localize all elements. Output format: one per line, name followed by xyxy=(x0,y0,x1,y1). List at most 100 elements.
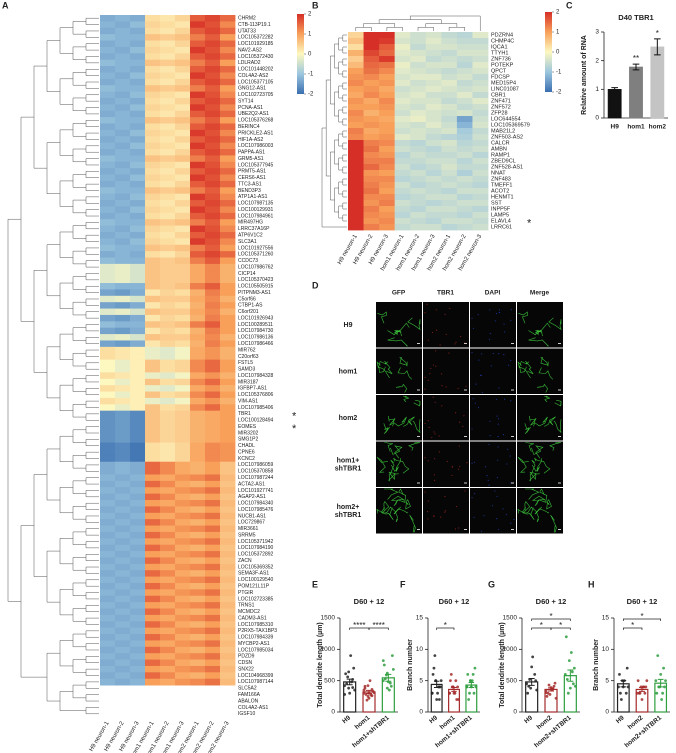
data-point xyxy=(526,691,530,695)
heatmap-cell xyxy=(472,128,489,135)
heatmap-cell xyxy=(100,531,116,539)
row-label: TMEFF1 xyxy=(491,182,512,188)
heatmap-cell xyxy=(441,92,458,99)
neurite xyxy=(525,488,540,500)
heatmap-cell xyxy=(205,129,221,137)
heatmap-cell xyxy=(100,321,116,329)
row-label: CALCR xyxy=(491,140,510,146)
heatmap-cell xyxy=(190,149,206,156)
heatmap-cell xyxy=(348,188,364,195)
data-point xyxy=(664,679,667,683)
colorbar xyxy=(545,12,552,92)
heatmap-cell xyxy=(115,397,131,405)
heatmap-cell xyxy=(115,653,131,660)
row-label: CHADL xyxy=(238,443,255,449)
heatmap-cell xyxy=(145,110,161,118)
heatmap-cell xyxy=(456,116,473,123)
heatmap-cell xyxy=(472,158,489,165)
row-label: UTAT33 xyxy=(238,28,256,34)
heatmap-cell xyxy=(441,206,458,213)
heatmap-cell xyxy=(130,334,146,341)
data-point xyxy=(391,667,395,671)
nucleus-signal xyxy=(497,446,499,448)
heatmap-cell xyxy=(130,391,146,399)
heatmap-cell xyxy=(130,366,146,373)
heatmap-cell xyxy=(456,206,473,213)
heatmap-cell xyxy=(115,634,131,641)
nucleus-signal xyxy=(459,335,462,338)
heatmap-cell xyxy=(130,231,146,239)
heatmap-cell xyxy=(160,589,176,597)
heatmap-cell xyxy=(190,576,206,584)
heatmap-cell xyxy=(220,487,236,495)
heatmap-cell xyxy=(130,621,146,629)
heatmap-cell xyxy=(456,176,473,183)
heatmap-cell xyxy=(160,251,176,258)
heatmap-cell xyxy=(100,340,116,348)
heatmap-cell xyxy=(348,68,364,75)
nucleus-signal xyxy=(471,462,473,464)
heatmap-cell xyxy=(130,104,146,112)
heatmap-cell xyxy=(100,665,116,673)
heatmap-cell xyxy=(160,219,176,226)
heatmap-cell xyxy=(190,551,206,558)
heatmap-cell xyxy=(160,15,176,22)
row-label: ATP1A1-AS1 xyxy=(238,194,268,200)
row-label: CICP14 xyxy=(238,271,256,277)
heatmap-cell xyxy=(205,219,221,226)
row-label: CPNE6 xyxy=(238,449,255,455)
nucleus-signal xyxy=(435,365,437,367)
heatmap-cell xyxy=(130,544,146,552)
heatmap-cell xyxy=(220,314,236,322)
heatmap-cell xyxy=(160,46,176,54)
heatmap-cell xyxy=(441,182,458,189)
heatmap-cell xyxy=(145,225,161,233)
heatmap-cell xyxy=(394,44,411,51)
heatmap-cell xyxy=(175,576,191,584)
heatmap-cell xyxy=(394,188,411,195)
y-tick-label: 15 xyxy=(602,615,610,622)
heatmap-cell xyxy=(145,117,161,124)
nucleus-signal xyxy=(508,364,510,366)
heatmap-cell xyxy=(205,314,221,322)
micrograph xyxy=(470,441,516,487)
heatmap-cell xyxy=(130,665,146,673)
heatmap-cell xyxy=(130,653,146,660)
heatmap-cell xyxy=(220,378,236,386)
heatmap-cell xyxy=(220,538,236,546)
heatmap-cell xyxy=(130,678,146,686)
heatmap-cell xyxy=(175,480,191,488)
heatmap-cell xyxy=(220,576,236,584)
heatmap-cell xyxy=(100,27,116,35)
data-point xyxy=(473,666,477,670)
heatmap-cell xyxy=(130,519,146,526)
row-label: LOC107985310 xyxy=(238,622,274,628)
heatmap-cell xyxy=(410,134,427,141)
neurite xyxy=(544,395,551,402)
heatmap-cell xyxy=(130,276,146,284)
y-tick-label: 0 xyxy=(605,709,609,716)
neurite xyxy=(412,419,421,434)
nucleus-signal xyxy=(471,317,473,319)
significance-label: * xyxy=(444,621,447,630)
row-label: LOC105371942 xyxy=(238,539,274,545)
heatmap-cell xyxy=(175,359,191,367)
heatmap-cell xyxy=(130,595,146,603)
heatmap-cell xyxy=(160,480,176,488)
heatmap-cell xyxy=(145,608,161,616)
heatmap-cell xyxy=(379,92,396,99)
significance-bracket xyxy=(550,627,571,630)
heatmap-cell xyxy=(100,640,116,648)
data-point xyxy=(343,684,347,688)
heatmap-cell xyxy=(100,161,116,169)
micrograph xyxy=(376,302,422,348)
data-point xyxy=(645,679,649,683)
row-label: ZBED9CL xyxy=(491,158,516,164)
neurite xyxy=(525,442,534,452)
heatmap-cell xyxy=(190,40,206,48)
nucleus-signal xyxy=(459,465,461,468)
neurite xyxy=(405,499,411,510)
heatmap-cell xyxy=(175,283,191,290)
heatmap-cell xyxy=(175,104,191,112)
heatmap-cell xyxy=(205,557,221,565)
